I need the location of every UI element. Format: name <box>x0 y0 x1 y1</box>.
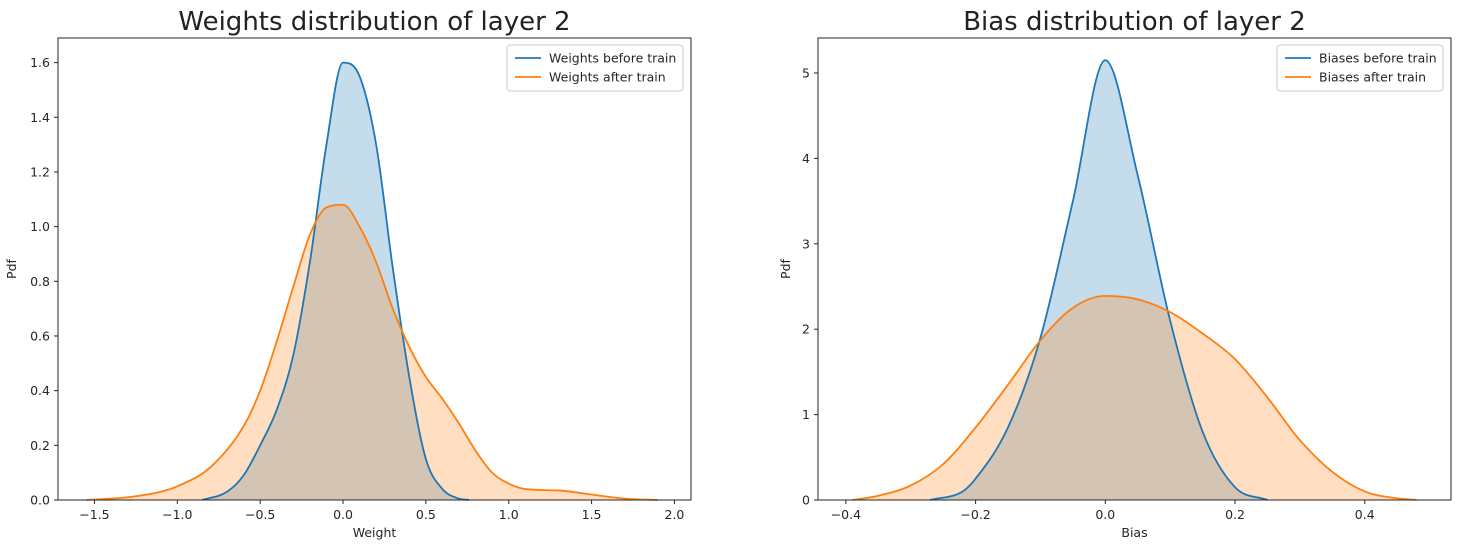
bias-before-area-fill <box>930 60 1268 500</box>
y-tick-label: 1 <box>802 407 810 422</box>
weights-legend-label-after: Weights after train <box>549 70 666 85</box>
weights-y-axis-label: Pdf <box>4 258 19 278</box>
x-tick-label: −0.4 <box>831 507 861 522</box>
y-tick-label: 3 <box>802 236 810 251</box>
bias-after-area-fill <box>852 295 1417 500</box>
y-tick-label: 1.4 <box>30 110 50 125</box>
bias-legend-box <box>1276 44 1444 92</box>
y-tick-label: 0.2 <box>30 438 50 453</box>
x-tick-label: 0.0 <box>333 507 353 522</box>
y-tick-label: 0.6 <box>30 328 50 343</box>
weights-chart: −1.5 −1.0 −0.5 0.0 0.5 1.0 1.5 2.0 0.0 0.2 0.4 0.6… <box>4 7 692 540</box>
weights-legend: Weights before train Weights after train <box>506 44 684 92</box>
bias-legend-label-before: Biases before train <box>1319 51 1437 66</box>
weights-before-density-line <box>201 61 470 501</box>
x-tick-label: 1.0 <box>499 507 519 522</box>
bias-y-axis-label: Pdf <box>778 258 793 278</box>
y-tick-label: 1.0 <box>30 219 50 234</box>
weights-plot-frame <box>57 37 692 501</box>
y-tick-label: 2 <box>802 322 810 337</box>
bias-y-ticks: 0 1 2 3 4 5 <box>802 66 818 508</box>
y-tick-label: 0.8 <box>30 274 50 289</box>
weights-chart-title: Weights distribution of layer 2 <box>178 7 570 37</box>
bias-line-layer <box>852 59 1417 501</box>
weights-line-layer <box>86 61 658 501</box>
weights-legend-box <box>506 44 684 92</box>
weights-x-axis-label: Weight <box>353 525 397 540</box>
x-tick-label: 1.5 <box>582 507 602 522</box>
y-tick-label: 0 <box>802 493 810 508</box>
bias-chart: −0.4 −0.2 0.0 0.2 0.4 0 1 2 3 4 5 Bias distributi… <box>778 7 1452 540</box>
y-tick-label: 1.6 <box>30 55 50 70</box>
x-tick-label: 0.5 <box>416 507 436 522</box>
weights-legend-label-before: Weights before train <box>549 51 676 66</box>
weights-after-area-fill <box>86 204 658 500</box>
x-tick-label: 0.4 <box>1355 507 1375 522</box>
y-tick-label: 0.0 <box>30 493 50 508</box>
bias-plot-frame <box>817 37 1452 501</box>
x-tick-label: −0.2 <box>960 507 990 522</box>
y-tick-label: 4 <box>802 151 810 166</box>
x-tick-label: 0.2 <box>1225 507 1245 522</box>
bias-after-density-line <box>852 295 1417 501</box>
x-tick-label: 0.0 <box>1095 507 1115 522</box>
y-tick-label: 0.4 <box>30 383 50 398</box>
bias-fill-layer <box>852 60 1417 500</box>
x-tick-label: 2.0 <box>664 507 684 522</box>
weights-x-ticks: −1.5 −1.0 −0.5 0.0 0.5 1.0 1.5 2.0 <box>79 500 684 522</box>
weights-after-density-line <box>86 203 658 501</box>
bias-x-ticks: −0.4 −0.2 0.0 0.2 0.4 <box>831 500 1375 522</box>
weights-y-ticks: 0.0 0.2 0.4 0.6 0.8 1.0 1.2 1.4 1.6 <box>30 55 58 508</box>
bias-legend: Biases before train Biases after train <box>1276 44 1444 92</box>
bias-legend-label-after: Biases after train <box>1319 70 1426 85</box>
weights-before-area-fill <box>202 62 469 500</box>
bias-x-axis-label: Bias <box>1121 525 1147 540</box>
weights-fill-layer <box>86 62 658 500</box>
x-tick-label: −1.0 <box>162 507 192 522</box>
y-tick-label: 1.2 <box>30 164 50 179</box>
bias-before-density-line <box>929 59 1268 501</box>
x-tick-label: −0.5 <box>245 507 275 522</box>
y-tick-label: 5 <box>802 66 810 81</box>
x-tick-label: −1.5 <box>79 507 109 522</box>
bias-chart-title: Bias distribution of layer 2 <box>963 7 1306 37</box>
